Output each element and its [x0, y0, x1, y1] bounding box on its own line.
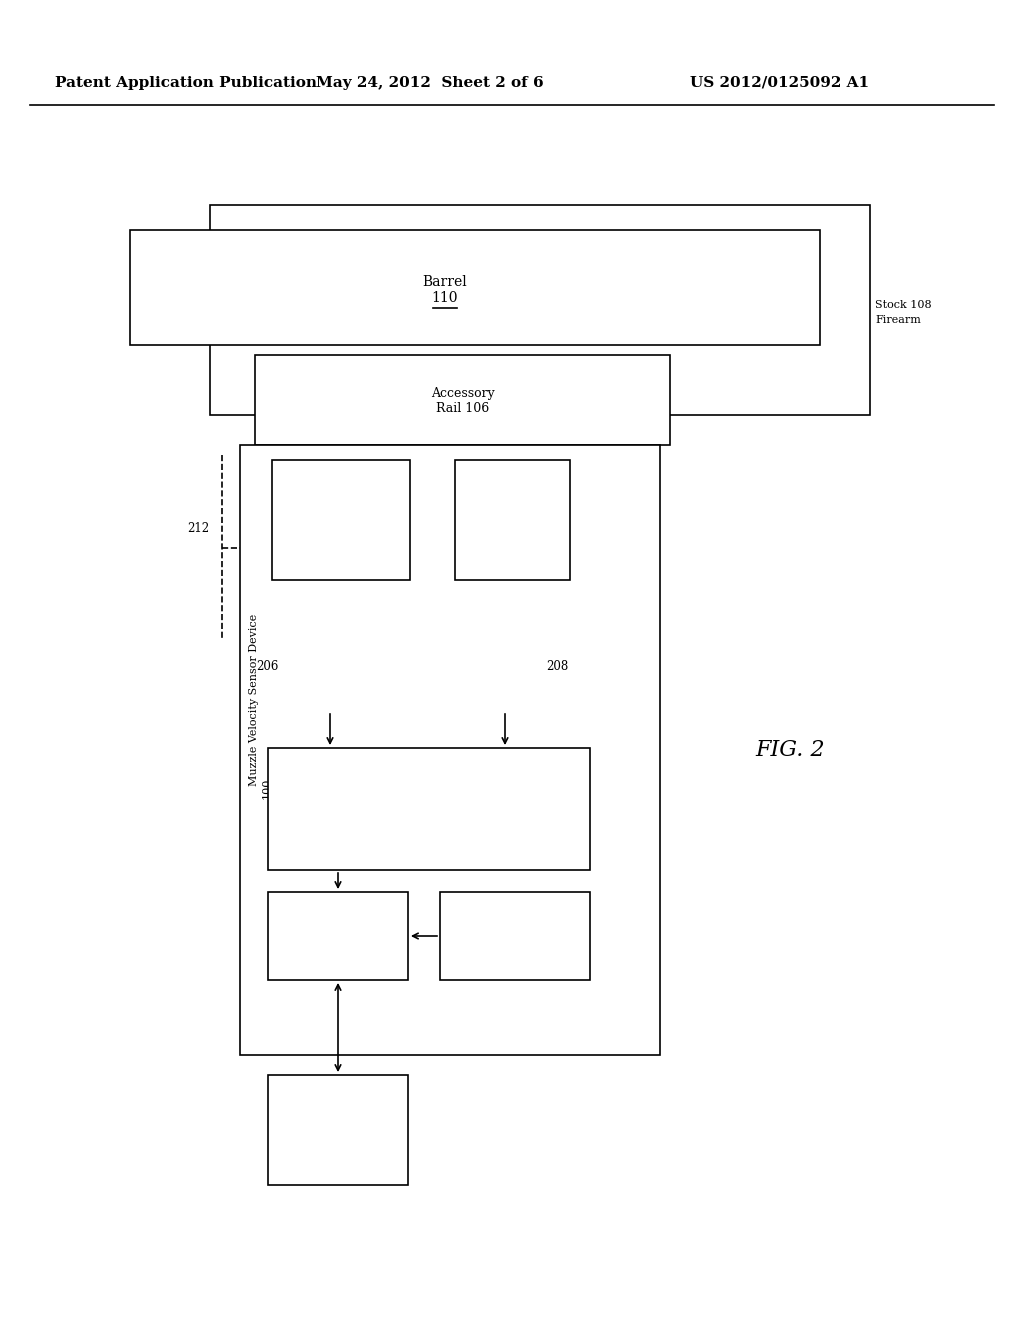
Bar	[268, 892, 408, 979]
Bar	[272, 459, 410, 579]
Bar	[440, 892, 590, 979]
Bar	[268, 1074, 408, 1185]
Text: Rail 106: Rail 106	[436, 403, 489, 416]
Text: 208: 208	[546, 660, 568, 673]
Bar	[130, 230, 820, 345]
Text: 104: 104	[502, 535, 523, 545]
Bar	[268, 748, 590, 870]
Text: Processor: Processor	[306, 921, 370, 935]
Text: Readable: Readable	[488, 931, 541, 941]
Text: Patent Application Publication: Patent Application Publication	[55, 77, 317, 90]
Text: FIG. 2: FIG. 2	[755, 739, 824, 762]
Text: US 2012/0125092 A1: US 2012/0125092 A1	[690, 77, 869, 90]
Bar	[240, 445, 660, 1055]
Bar	[255, 355, 670, 445]
Text: Device 112: Device 112	[302, 1133, 374, 1146]
Text: Accessory: Accessory	[431, 387, 495, 400]
Text: May 24, 2012  Sheet 2 of 6: May 24, 2012 Sheet 2 of 6	[316, 77, 544, 90]
Text: 202: 202	[326, 939, 350, 952]
Text: 102: 102	[331, 535, 351, 545]
Text: Ballistics: Ballistics	[309, 1114, 367, 1127]
Text: Converter: Converter	[397, 814, 461, 828]
Text: 110: 110	[432, 292, 459, 305]
Text: Muzzle Velocity Sensor Device: Muzzle Velocity Sensor Device	[249, 614, 259, 787]
Text: Lateral: Lateral	[493, 506, 532, 515]
Text: Digital: Digital	[408, 799, 451, 812]
Text: 206: 206	[256, 660, 279, 673]
Text: Computer: Computer	[486, 917, 544, 927]
Text: Barrel: Barrel	[423, 275, 467, 289]
Text: Medium 210: Medium 210	[479, 945, 551, 954]
Text: Stock 108: Stock 108	[874, 300, 932, 310]
Text: 100: 100	[262, 777, 272, 799]
Text: Sensor: Sensor	[322, 519, 360, 529]
Text: Sensor: Sensor	[493, 520, 532, 531]
Text: Longitudinal: Longitudinal	[305, 503, 377, 513]
Bar	[210, 205, 870, 414]
Text: 204: 204	[417, 830, 441, 843]
Text: Firearm: Firearm	[874, 315, 921, 325]
Text: Analog-to-: Analog-to-	[396, 783, 462, 796]
Bar	[455, 459, 570, 579]
Text: 212: 212	[187, 521, 209, 535]
